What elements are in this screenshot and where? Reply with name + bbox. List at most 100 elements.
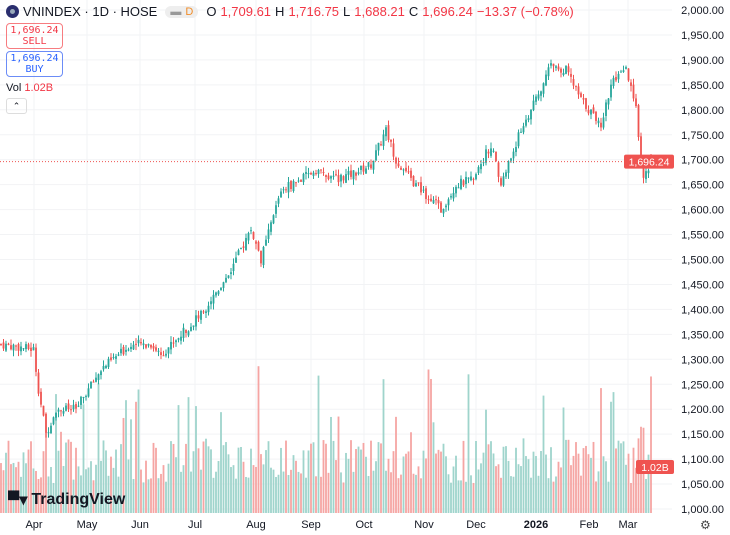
volume-bar: [302, 450, 305, 513]
volume-bar: [177, 405, 180, 513]
volume-bar: [362, 442, 365, 513]
volume-bar: [300, 473, 302, 513]
volume-bar: [392, 451, 395, 513]
volume-bar: [62, 466, 65, 513]
volume-bar: [107, 475, 110, 513]
volume-bar: [150, 478, 152, 513]
volume-bar: [280, 447, 282, 513]
volume-bar: [50, 466, 52, 513]
candle-body: [392, 143, 395, 157]
candle-body: [405, 167, 407, 172]
candle-body: [507, 161, 510, 173]
candle-body: [355, 172, 357, 176]
volume-bar: [425, 458, 427, 513]
candle-body: [415, 183, 417, 187]
interval-badge[interactable]: ▬ D: [165, 5, 199, 18]
volume-bar: [445, 456, 447, 513]
volume-bar: [585, 445, 587, 513]
collapse-legend-button[interactable]: ⌃: [6, 98, 27, 114]
volume-bar: [197, 448, 200, 513]
candle-body: [592, 107, 595, 114]
candle-body: [162, 355, 165, 357]
volume-bar: [160, 473, 162, 513]
y-tick-label: 1,550.00: [681, 230, 724, 242]
candle-body: [482, 162, 485, 164]
candle-body: [120, 348, 122, 354]
volume-bar: [340, 472, 342, 513]
volume-bar: [487, 444, 490, 513]
candle-body: [290, 180, 292, 190]
volume-bar: [30, 441, 32, 513]
volume-bar: [162, 465, 165, 513]
candle-body: [570, 73, 572, 77]
candle-body: [497, 162, 500, 177]
volume-bar: [447, 474, 450, 513]
volume-bar: [580, 475, 582, 513]
volume-bar: [45, 432, 47, 513]
tradingview-logo[interactable]: ▀▾ TradingView: [8, 491, 126, 509]
volume-bar: [352, 471, 355, 513]
candle-body: [25, 344, 27, 350]
candle-body: [62, 410, 65, 414]
volume-bar: [182, 465, 185, 513]
volume-bar: [342, 482, 345, 513]
candle-body: [265, 239, 267, 246]
candle-body: [495, 151, 497, 162]
candle-body: [165, 353, 167, 356]
volume-bar: [60, 431, 62, 513]
candle-body: [425, 188, 427, 199]
volume-bar: [267, 441, 270, 513]
candle-body: [215, 292, 217, 296]
candle-body: [435, 199, 437, 201]
buy-button[interactable]: 1,696.24 BUY: [6, 51, 63, 77]
candle-body: [82, 396, 85, 398]
volume-bar: [305, 477, 307, 513]
volume-bar: [232, 465, 235, 513]
volume-bar: [120, 444, 122, 513]
volume-bar: [335, 460, 337, 513]
candle-body: [552, 63, 555, 67]
volume-bar: [122, 417, 125, 513]
candle-body: [87, 388, 90, 397]
volume-bar: [380, 443, 382, 513]
volume-bar: [290, 469, 292, 513]
candle-body: [255, 241, 257, 244]
volume-bar: [527, 459, 530, 513]
volume-bar: [415, 474, 417, 513]
volume-bar: [225, 442, 227, 513]
volume-bar: [492, 453, 495, 513]
last-price-badge: [624, 154, 674, 169]
volume-bar: [322, 440, 325, 513]
candle-body: [530, 109, 532, 120]
candle-body: [187, 331, 190, 336]
volume-bar: [220, 412, 222, 513]
volume-bar: [265, 450, 267, 513]
volume-bar: [22, 452, 25, 513]
candle-body: [37, 372, 40, 394]
volume-bar: [277, 474, 280, 513]
candle-body: [260, 251, 262, 264]
candle-body: [185, 329, 187, 334]
volume-bar: [625, 464, 627, 513]
candle-body: [502, 176, 505, 186]
symbol-title[interactable]: VNINDEX · 1D · HOSE: [23, 4, 158, 19]
volume-bar: [595, 481, 597, 513]
candle-body: [177, 338, 180, 340]
y-tick-label: 1,350.00: [681, 329, 724, 341]
volume-bar: [347, 458, 350, 513]
volume-bar: [72, 479, 75, 513]
volume-bar: [382, 379, 385, 513]
volume-bar: [95, 464, 97, 513]
volume-bar: [67, 439, 70, 513]
candle-body: [335, 174, 337, 176]
sell-button[interactable]: 1,696.24 SELL: [6, 23, 63, 49]
volume-bar: [212, 477, 215, 513]
volume-bar: [565, 439, 567, 513]
volume-bar: [27, 449, 30, 513]
candle-body: [615, 76, 617, 81]
settings-icon[interactable]: ⚙: [700, 518, 711, 532]
candle-body: [285, 189, 287, 191]
candle-body: [492, 150, 495, 152]
volume-bar: [235, 478, 237, 513]
